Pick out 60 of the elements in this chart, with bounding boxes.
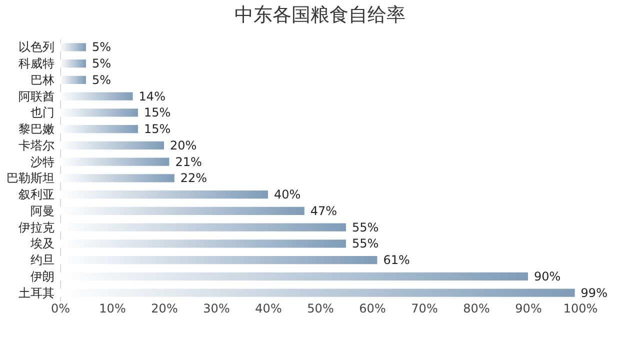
bar bbox=[60, 76, 86, 84]
bar bbox=[60, 223, 346, 232]
data-label: 40% bbox=[274, 188, 301, 202]
bar bbox=[60, 141, 164, 150]
y-tick-label: 土耳其 bbox=[18, 286, 54, 300]
y-tick-label: 伊拉克 bbox=[18, 220, 54, 234]
x-tick-label: 60% bbox=[359, 302, 386, 316]
x-tick-label: 40% bbox=[255, 302, 282, 316]
x-tick-label: 80% bbox=[463, 302, 490, 316]
data-label: 61% bbox=[383, 253, 410, 268]
data-label: 55% bbox=[352, 220, 379, 234]
y-tick-label: 也门 bbox=[30, 106, 54, 120]
y-tick-label: 阿曼 bbox=[30, 204, 54, 218]
data-label: 55% bbox=[352, 236, 379, 251]
x-tick-label: 10% bbox=[99, 302, 126, 316]
data-label: 90% bbox=[534, 269, 561, 284]
y-tick-label: 科威特 bbox=[18, 56, 54, 71]
bar bbox=[60, 59, 86, 68]
bar bbox=[60, 158, 170, 166]
data-label: 5% bbox=[92, 56, 112, 71]
bar bbox=[60, 256, 378, 264]
data-label: 22% bbox=[180, 171, 208, 186]
data-label: 14% bbox=[138, 89, 166, 104]
bar bbox=[60, 240, 346, 248]
x-tick-label: 100% bbox=[563, 302, 598, 316]
data-label: 5% bbox=[92, 40, 112, 54]
x-tick-label: 70% bbox=[411, 302, 438, 316]
bar bbox=[60, 206, 304, 216]
bar bbox=[60, 288, 575, 297]
data-label: 21% bbox=[175, 154, 202, 169]
x-tick-label: 50% bbox=[307, 302, 334, 316]
x-tick-label: 0% bbox=[50, 302, 70, 316]
bar bbox=[60, 108, 138, 117]
bar bbox=[60, 43, 86, 52]
bar bbox=[60, 92, 133, 100]
data-label: 15% bbox=[144, 106, 171, 120]
bar bbox=[60, 124, 138, 134]
y-tick-label: 以色列 bbox=[18, 40, 54, 54]
x-tick-label: 90% bbox=[515, 302, 542, 316]
data-label: 47% bbox=[310, 204, 338, 218]
y-tick-label: 巴勒斯坦 bbox=[6, 171, 54, 186]
y-tick-label: 沙特 bbox=[30, 154, 54, 169]
data-label: 20% bbox=[170, 138, 197, 152]
bar bbox=[60, 272, 528, 281]
y-tick-label: 黎巴嫩 bbox=[18, 122, 54, 136]
y-tick-label: 卡塔尔 bbox=[18, 138, 54, 152]
data-label: 99% bbox=[580, 286, 608, 300]
bar bbox=[60, 174, 174, 182]
bar bbox=[60, 190, 268, 199]
y-tick-label: 伊朗 bbox=[30, 269, 54, 284]
x-tick-label: 20% bbox=[151, 302, 178, 316]
y-tick-label: 阿联酋 bbox=[18, 89, 54, 104]
x-tick-label: 30% bbox=[203, 302, 230, 316]
data-label: 15% bbox=[144, 122, 171, 136]
chart-title: 中东各国粮食自给率 bbox=[234, 4, 406, 26]
y-tick-label: 叙利亚 bbox=[18, 188, 54, 202]
y-tick-label: 巴林 bbox=[30, 72, 54, 87]
data-label: 5% bbox=[92, 72, 112, 87]
y-tick-label: 约旦 bbox=[30, 253, 54, 268]
y-tick-label: 埃及 bbox=[30, 236, 54, 251]
